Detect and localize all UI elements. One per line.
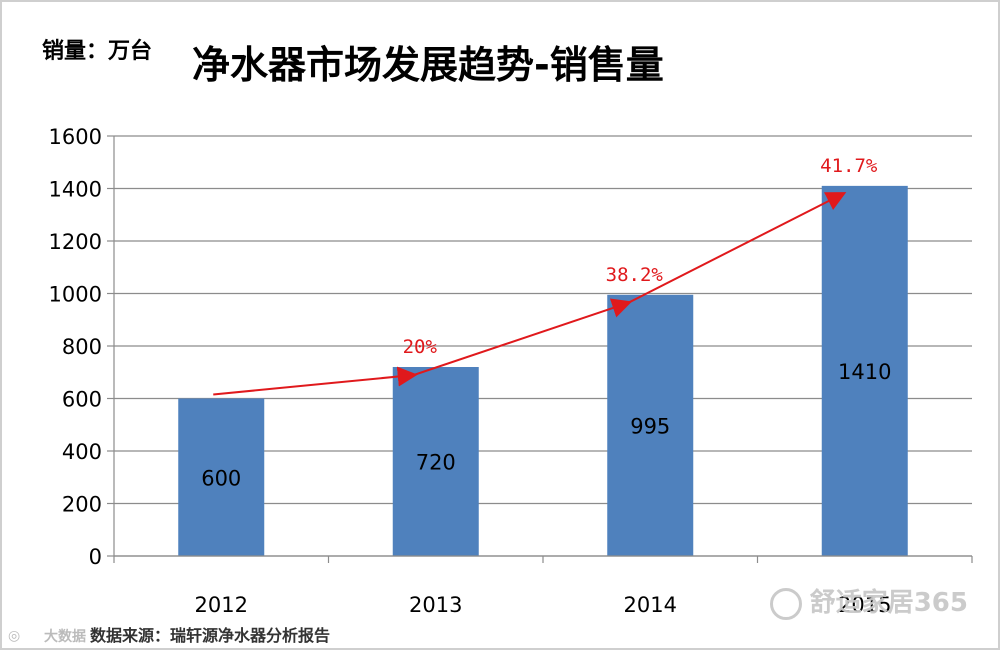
source-text: 数据来源：瑞轩源净水器分析报告 xyxy=(90,626,331,645)
y-tick-label: 1600 xyxy=(49,125,102,149)
x-tick-label: 2013 xyxy=(409,593,462,617)
trend-segment xyxy=(413,298,633,376)
chart-title: 净水器市场发展趋势-销售量 xyxy=(192,43,664,87)
y-axis: 0 200 400 600 800 1000 1200 1400 1600 xyxy=(49,125,115,569)
growth-label: 41.7% xyxy=(820,155,878,177)
bar-2013 xyxy=(392,367,479,556)
y-tick-label: 200 xyxy=(62,493,102,517)
watermark: 舒适家居365 xyxy=(769,582,968,620)
bar-2015 xyxy=(821,185,908,556)
data-label: 720 xyxy=(416,451,456,475)
y-tick-label: 1000 xyxy=(49,283,102,307)
unit-label: 销量：万台 xyxy=(42,38,152,64)
y-tick-label: 800 xyxy=(62,335,102,359)
growth-label: 20% xyxy=(403,336,438,358)
x-axis: 2012 2013 2014 2015 xyxy=(113,555,973,617)
bar-2014 xyxy=(607,294,694,556)
y-tick-label: 400 xyxy=(62,440,102,464)
source-note: ◎ 大数据 数据来源：瑞轩源净水器分析报告 xyxy=(8,622,330,646)
chat-bubble-icon xyxy=(769,587,802,620)
data-label: 600 xyxy=(201,466,241,490)
y-tick-label: 0 xyxy=(89,545,102,569)
x-tick-label: 2014 xyxy=(624,593,677,617)
trend-line: 20% 38.2% 41.7% xyxy=(213,155,878,396)
growth-label: 38.2% xyxy=(606,264,664,286)
x-tick-label: 2015 xyxy=(838,593,891,617)
source-logo-text: 大数据 xyxy=(44,629,86,645)
y-tick-label: 600 xyxy=(62,388,102,412)
data-label: 1410 xyxy=(838,360,891,384)
data-label: 995 xyxy=(630,414,670,438)
watermark-text: 舒适家居365 xyxy=(809,588,968,618)
y-tick-label: 1200 xyxy=(49,230,102,254)
trend-segment xyxy=(213,366,418,396)
trend-segment xyxy=(627,192,847,304)
x-tick-label: 2012 xyxy=(195,593,248,617)
weibo-logo-icon: ◎ xyxy=(8,627,21,644)
y-tick-label: 1400 xyxy=(49,178,102,202)
bar-2012 xyxy=(178,398,265,556)
bars: 600 720 995 1410 xyxy=(178,185,908,556)
